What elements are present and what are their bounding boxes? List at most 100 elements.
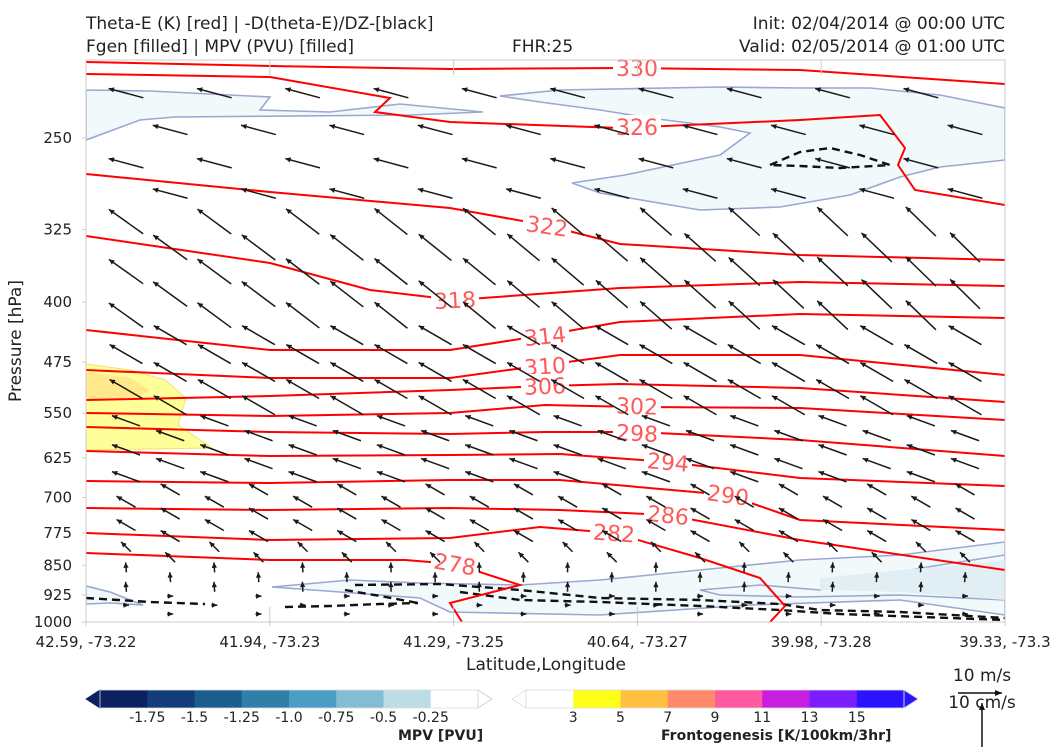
wind-arrowhead (551, 207, 558, 214)
colorbar-tick-label: -1.25 (224, 710, 260, 726)
wind-arrowhead (196, 157, 203, 163)
wind-arrowhead (562, 541, 569, 548)
wind-arrowhead (595, 325, 602, 331)
wind-arrowhead (947, 124, 954, 130)
wind-arrow-shaft (905, 256, 937, 287)
wind-arrow-shaft (595, 279, 629, 309)
wind-arrowhead (248, 483, 255, 489)
wind-arrowhead (388, 581, 394, 588)
wind-arrowhead (903, 87, 910, 93)
wind-arrowhead (506, 124, 512, 130)
wind-arrowhead (513, 530, 520, 536)
colorbar-segment (147, 690, 195, 708)
stability-contour (354, 582, 1005, 620)
wind-arrow-shaft (726, 87, 762, 99)
wind-arrowhead (639, 344, 646, 350)
wind-arrowhead (509, 457, 516, 463)
wind-arrowhead (160, 530, 167, 536)
y-tick-label: 625 (43, 449, 72, 467)
wind-arrowhead (330, 362, 337, 368)
theta-e-line (86, 403, 1005, 421)
wind-arrow-shaft (639, 378, 673, 400)
wind-arrowhead (108, 303, 115, 309)
wind-arrow-shaft (905, 300, 937, 331)
colorbar-segment (809, 690, 858, 708)
wind-arrowhead (734, 519, 741, 525)
wind-arrow-shaft (109, 343, 143, 365)
wind-arrow-shaft (374, 343, 408, 365)
wind-arrowhead (432, 611, 439, 617)
wind-arrowhead (374, 208, 381, 214)
wind-arrowhead (341, 552, 348, 558)
wind-arrowhead (374, 344, 381, 350)
wind-arrow-shaft (682, 124, 718, 136)
wind-arrow-shaft (728, 206, 761, 237)
wind-arrowhead (785, 572, 791, 578)
mpv-colorbar: -1.75 -1.5 -1.25 -1.0 -0.75 -0.5 -0.25 (85, 689, 493, 726)
wind-arrowhead (650, 541, 657, 548)
wind-arrowhead (167, 611, 174, 617)
wind-arrowhead (111, 444, 118, 450)
wind-arrowhead (463, 208, 469, 214)
wind-arrowhead (418, 395, 425, 401)
forecast-hour: FHR:25 (512, 37, 574, 57)
wind-arrow-shaft (859, 395, 894, 416)
wind-arrow-shaft (196, 87, 232, 99)
colorbar-tick-label: -0.5 (370, 710, 397, 726)
wind-arrowhead (376, 444, 383, 450)
y-tick-label: 1000 (34, 613, 72, 631)
wind-arrowhead (829, 562, 836, 568)
wind-arrowhead (955, 483, 962, 489)
wind-arrow-shaft (241, 234, 276, 261)
colorbar-segment (383, 690, 432, 708)
wind-arrowhead (165, 552, 171, 558)
wind-ref-horizontal-arrowhead (995, 690, 1002, 696)
wind-arrowhead (950, 279, 956, 285)
wind-arrow-shaft (771, 395, 806, 416)
wind-arrowhead (329, 124, 336, 130)
wind-arrow-shaft (418, 280, 452, 308)
wind-arrowhead (432, 593, 439, 599)
wind-arrowhead (518, 552, 525, 558)
wind-arrowhead (374, 302, 381, 308)
wind-arrow-shaft (374, 378, 408, 400)
wind-arrowhead (690, 483, 697, 489)
wind-arrowhead (253, 552, 260, 558)
wind-arrowhead (109, 344, 116, 350)
y-axis-label: Pressure [hPa] (6, 280, 26, 402)
wind-arrowhead (469, 496, 476, 502)
colorbar-max-extension (477, 689, 493, 709)
wind-arrowhead (730, 444, 737, 450)
wind-arrowhead (300, 562, 306, 568)
wind-arrowhead (565, 602, 571, 608)
x-tick-label: 42.59, -73.22 (36, 633, 137, 651)
wind-arrow-shaft (417, 188, 453, 199)
wind-arrow-shaft (462, 257, 496, 286)
wind-arrowhead (513, 483, 520, 489)
wind-arrowhead (734, 496, 741, 502)
wind-arrowhead (904, 344, 911, 350)
wind-arrow-shaft (683, 232, 717, 262)
wind-arrowhead (771, 362, 778, 368)
wind-arrowhead (332, 457, 339, 463)
wind-arrowhead (465, 444, 472, 450)
stability-contours (86, 146, 1005, 622)
wind-arrow-shaft (639, 257, 673, 286)
wind-arrow-shaft (904, 378, 938, 400)
init-time: Init: 02/04/2014 @ 00:00 UTC (752, 14, 1005, 34)
wind-arrowhead (684, 233, 691, 239)
stability-contour (769, 146, 891, 170)
wind-arrow-shaft (329, 361, 364, 383)
mpv-region (86, 585, 144, 606)
wind-arrowhead (197, 302, 204, 309)
wind-arrowhead (602, 508, 609, 514)
wind-ref-upper-label: 10 m/s (953, 666, 1011, 686)
wind-arrowhead (160, 483, 167, 489)
wind-arrowhead (288, 471, 295, 476)
wind-arrowhead (690, 530, 697, 536)
y-tick-label: 325 (43, 221, 72, 239)
wind-arrowhead (697, 611, 704, 617)
colorbar-tick-label: -0.75 (318, 710, 354, 726)
wind-arrowhead (564, 562, 571, 568)
wind-arrowhead (330, 325, 337, 331)
